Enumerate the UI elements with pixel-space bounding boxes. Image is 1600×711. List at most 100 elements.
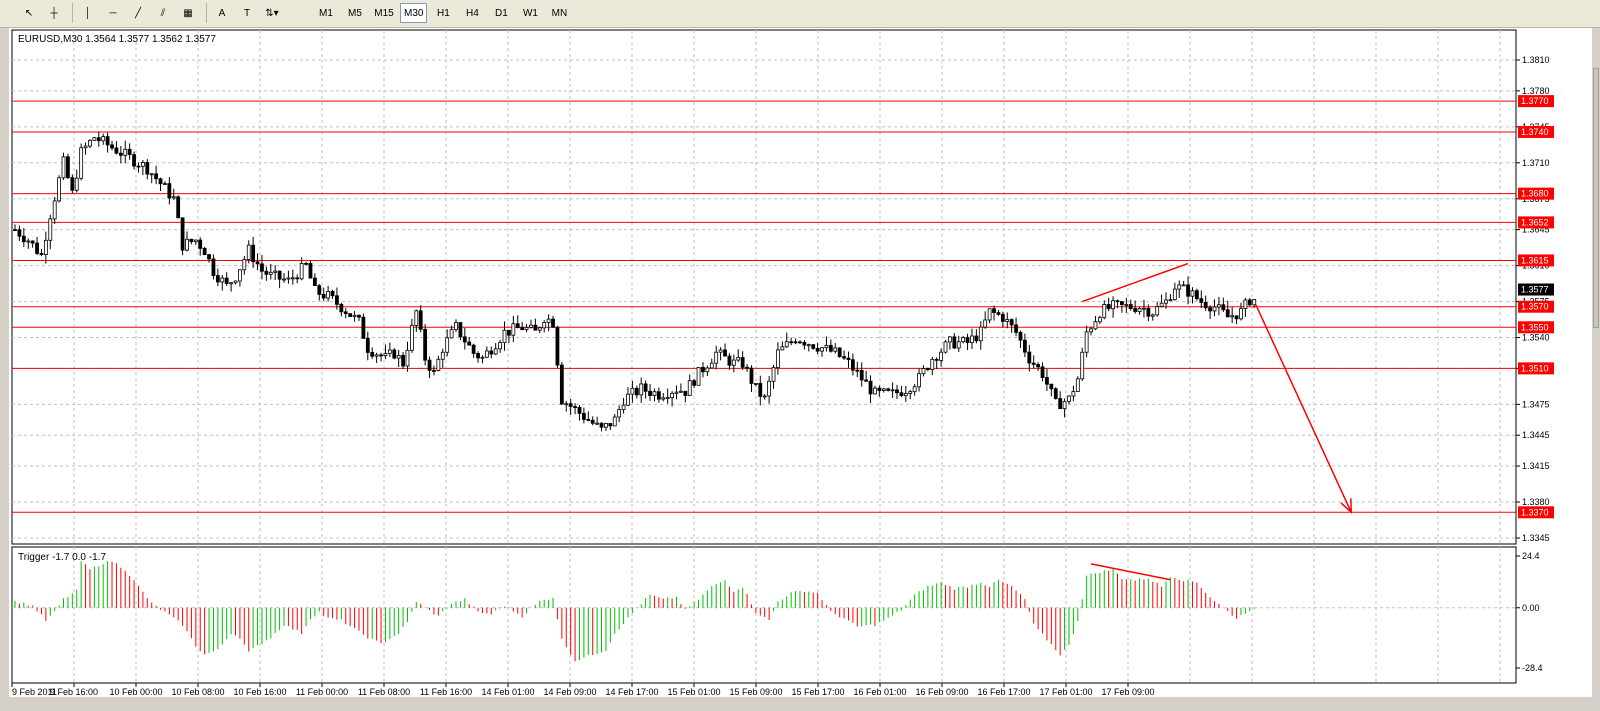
candle bbox=[1045, 377, 1049, 385]
candle bbox=[1168, 299, 1173, 302]
candle bbox=[868, 380, 873, 395]
candle bbox=[824, 344, 829, 349]
divergence-trendline-indicator[interactable] bbox=[1090, 563, 1171, 581]
candle bbox=[767, 380, 772, 397]
candle bbox=[670, 392, 674, 399]
candle bbox=[917, 373, 921, 388]
candle bbox=[1089, 328, 1093, 333]
price-axis-label: 1.3780 bbox=[1522, 86, 1550, 96]
price-panel[interactable] bbox=[11, 29, 1517, 545]
candle bbox=[445, 337, 450, 353]
text-label-icon[interactable]: T bbox=[243, 7, 251, 19]
candle bbox=[1018, 331, 1023, 341]
candle bbox=[321, 293, 326, 299]
indicator-panel[interactable] bbox=[11, 546, 1517, 684]
fibonacci-icon[interactable]: ▦ bbox=[183, 7, 193, 19]
time-axis-label: 15 Feb 09:00 bbox=[729, 687, 782, 697]
candle bbox=[701, 366, 705, 373]
level-label-box bbox=[1518, 125, 1554, 138]
vertical-line-icon[interactable]: │ bbox=[84, 7, 92, 19]
forecast-arrow[interactable] bbox=[1255, 304, 1352, 513]
chart-header: EURUSD,M30 1.3564 1.3577 1.3562 1.3577 bbox=[18, 34, 216, 45]
arrows-icon[interactable]: ⇅▾ bbox=[265, 7, 279, 19]
candle bbox=[718, 349, 723, 353]
candle bbox=[903, 393, 908, 397]
timeframe-mn-button[interactable]: MN bbox=[551, 7, 568, 19]
candle bbox=[233, 280, 238, 284]
timeframe-d1-button[interactable]: D1 bbox=[495, 7, 508, 19]
candle bbox=[462, 336, 467, 343]
candle bbox=[401, 354, 405, 367]
candle bbox=[656, 391, 661, 400]
timeframe-m5-button[interactable]: M5 bbox=[348, 7, 362, 19]
candle bbox=[502, 329, 507, 344]
candle bbox=[1084, 331, 1089, 353]
candle bbox=[268, 271, 273, 275]
candle bbox=[286, 277, 291, 280]
candle bbox=[568, 403, 573, 407]
candle bbox=[546, 318, 551, 323]
candle bbox=[749, 367, 754, 384]
candle bbox=[762, 395, 767, 398]
candle bbox=[282, 278, 286, 281]
candle bbox=[1203, 302, 1208, 309]
candle bbox=[458, 322, 463, 338]
candle bbox=[965, 337, 970, 343]
candle bbox=[776, 349, 780, 369]
timeframe-h1-button[interactable]: H1 bbox=[437, 7, 450, 19]
level-label-box bbox=[1518, 321, 1554, 334]
candle bbox=[930, 358, 935, 371]
candle bbox=[66, 156, 70, 179]
horizontal-scrollbar[interactable] bbox=[0, 697, 1600, 711]
candle bbox=[163, 183, 167, 186]
timeframe-m15-button[interactable]: M15 bbox=[374, 7, 394, 19]
level-label-box bbox=[1518, 506, 1554, 519]
level-label: 1.3770 bbox=[1521, 96, 1549, 106]
candle bbox=[387, 349, 392, 354]
candle bbox=[992, 308, 996, 313]
horizontal-line-icon[interactable]: ─ bbox=[109, 7, 117, 19]
candle bbox=[586, 418, 591, 421]
candle bbox=[396, 354, 401, 359]
candle bbox=[665, 397, 670, 400]
time-axis-label: 14 Feb 01:00 bbox=[481, 687, 534, 697]
candle bbox=[145, 162, 150, 175]
candle bbox=[1120, 301, 1124, 305]
candle bbox=[57, 177, 61, 202]
equidistant-channel-icon[interactable]: ⫽ bbox=[160, 7, 166, 19]
time-axis-label: 15 Feb 17:00 bbox=[791, 687, 844, 697]
timeframe-w1-button[interactable]: W1 bbox=[522, 7, 538, 19]
candle bbox=[921, 368, 926, 375]
trendline-icon[interactable]: ╱ bbox=[134, 7, 142, 19]
divergence-trendline-price[interactable] bbox=[1081, 262, 1189, 303]
candle bbox=[974, 335, 979, 342]
candle bbox=[352, 314, 357, 317]
price-axis-label: 1.3540 bbox=[1522, 333, 1550, 343]
candle bbox=[679, 390, 683, 393]
timeframe-h4-button[interactable]: H4 bbox=[466, 7, 479, 19]
crosshair-icon[interactable]: ┼ bbox=[50, 7, 58, 19]
candle bbox=[35, 242, 39, 254]
price-axis-label: 1.3645 bbox=[1522, 225, 1550, 235]
text-icon[interactable]: A bbox=[218, 7, 226, 19]
candle bbox=[599, 422, 604, 428]
candle bbox=[551, 318, 555, 328]
level-label: 1.3680 bbox=[1521, 189, 1549, 199]
cursor-icon[interactable]: ↖ bbox=[24, 7, 34, 19]
time-axis-label: 11 Feb 16:00 bbox=[420, 687, 472, 697]
candle bbox=[136, 165, 141, 168]
candle bbox=[277, 270, 282, 280]
candle bbox=[1247, 299, 1252, 306]
timeframe-m1-button[interactable]: M1 bbox=[319, 7, 333, 19]
candle bbox=[101, 136, 106, 142]
vertical-scrollbar[interactable] bbox=[1592, 28, 1600, 711]
candle bbox=[1062, 400, 1067, 410]
timeframe-m30-button[interactable]: M30 bbox=[400, 3, 428, 23]
level-label: 1.3510 bbox=[1521, 363, 1549, 373]
candle bbox=[820, 347, 824, 352]
time-axis-label: 16 Feb 01:00 bbox=[853, 687, 906, 697]
chart-window[interactable]: 1.38101.37801.37451.37101.36751.36451.36… bbox=[0, 28, 1592, 697]
candle bbox=[167, 183, 172, 199]
scrollbar-thumb[interactable] bbox=[1593, 68, 1599, 328]
candle bbox=[846, 357, 851, 361]
